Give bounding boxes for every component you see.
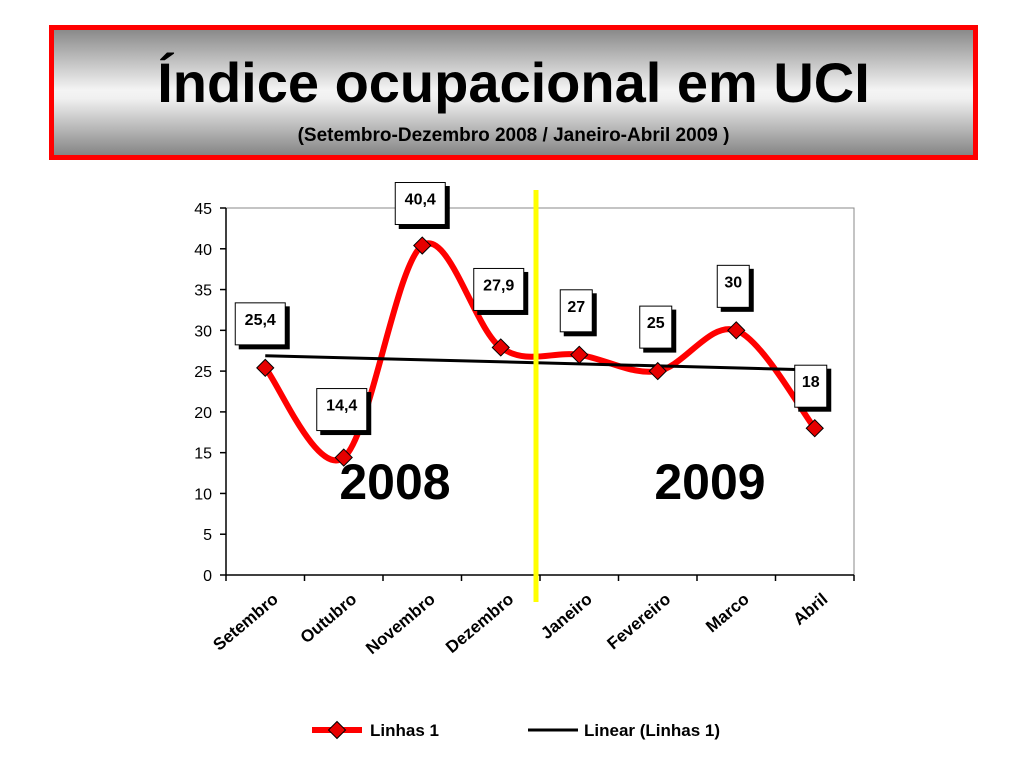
y-tick-label: 25 bbox=[194, 364, 212, 381]
series-marker-fevereiro bbox=[648, 361, 667, 381]
data-label-text: 25,4 bbox=[245, 312, 276, 329]
series-marker-dezembro bbox=[491, 338, 510, 357]
year-label-2009: 2009 bbox=[654, 454, 765, 510]
data-label-box bbox=[559, 289, 593, 333]
data-label-abril: 18 bbox=[794, 364, 828, 408]
series-marker-outubro bbox=[334, 448, 353, 467]
legend-label-series: Linhas 1 bbox=[370, 721, 439, 740]
data-label-fevereiro: 25 bbox=[639, 305, 673, 349]
data-label-outubro: 14,4 bbox=[316, 388, 368, 432]
x-tick-label: Outubro bbox=[297, 590, 361, 648]
x-tick-label: Fevereiro bbox=[603, 590, 674, 654]
data-label-box bbox=[473, 267, 525, 311]
data-label-text: 30 bbox=[724, 274, 742, 291]
y-tick-label: 40 bbox=[194, 242, 212, 259]
y-tick-label: 30 bbox=[194, 323, 212, 340]
data-labels: 25,4 14,4 40,4 27,9 27 25 30 18 bbox=[234, 182, 828, 432]
series-marker-novembro bbox=[413, 236, 432, 255]
data-label-text: 14,4 bbox=[326, 398, 357, 415]
series-marker-setembro bbox=[256, 358, 275, 378]
x-tick-label: Janeiro bbox=[537, 590, 596, 643]
x-tick-label: Marco bbox=[702, 590, 753, 637]
y-tick-label: 15 bbox=[194, 446, 212, 463]
y-tick-label: 10 bbox=[194, 486, 212, 503]
x-tick-label: Setembro bbox=[210, 590, 282, 655]
data-label-setembro: 25,4 bbox=[234, 302, 286, 346]
legend-label-trendline: Linear (Linhas 1) bbox=[584, 721, 720, 740]
page-title: Índice ocupacional em UCI bbox=[157, 51, 870, 114]
y-tick-label: 45 bbox=[194, 201, 212, 218]
series-marker-abril bbox=[805, 419, 824, 438]
data-label-text: 27,9 bbox=[483, 277, 514, 294]
legend: Linhas 1 Linear (Linhas 1) bbox=[312, 720, 720, 740]
data-label-marco: 30 bbox=[716, 264, 750, 308]
data-label-dezembro: 27,9 bbox=[473, 267, 525, 311]
y-tick-label: 35 bbox=[194, 283, 212, 300]
y-tick-label: 20 bbox=[194, 405, 212, 422]
data-label-box bbox=[316, 388, 368, 432]
data-label-janeiro: 27 bbox=[559, 289, 593, 333]
data-label-box bbox=[639, 305, 673, 349]
data-label-box bbox=[794, 364, 828, 408]
page-subtitle: (Setembro-Dezembro 2008 / Janeiro-Abril … bbox=[297, 125, 730, 146]
y-tick-label: 5 bbox=[203, 527, 212, 544]
data-label-text: 27 bbox=[567, 299, 585, 316]
year-label-2008: 2008 bbox=[339, 454, 450, 510]
data-label-text: 18 bbox=[802, 374, 820, 391]
data-label-box bbox=[394, 182, 446, 226]
data-label-box bbox=[716, 264, 750, 308]
data-label-text: 40,4 bbox=[405, 192, 436, 209]
y-tick-label: 0 bbox=[203, 568, 212, 585]
legend-swatch-series-marker bbox=[327, 720, 347, 740]
data-label-box bbox=[234, 302, 286, 346]
series-markers bbox=[256, 236, 824, 467]
x-tick-label: Novembro bbox=[362, 590, 439, 659]
series-marker-janeiro bbox=[570, 345, 589, 364]
x-tick-label: Abril bbox=[789, 590, 831, 629]
x-tick-label: Dezembro bbox=[442, 590, 517, 657]
series-marker-marco bbox=[727, 321, 746, 340]
x-axis: Setembro Outubro Novembro Dezembro Janeiro Fe… bbox=[210, 574, 855, 659]
y-axis: 0 5 10 15 20 25 30 35 40 45 bbox=[194, 201, 227, 585]
data-label-novembro: 40,4 bbox=[394, 182, 446, 226]
data-label-text: 25 bbox=[647, 315, 665, 332]
trendline-linear bbox=[265, 354, 815, 372]
title-banner: Índice ocupacional em UCI (Setembro-Deze… bbox=[49, 25, 978, 160]
